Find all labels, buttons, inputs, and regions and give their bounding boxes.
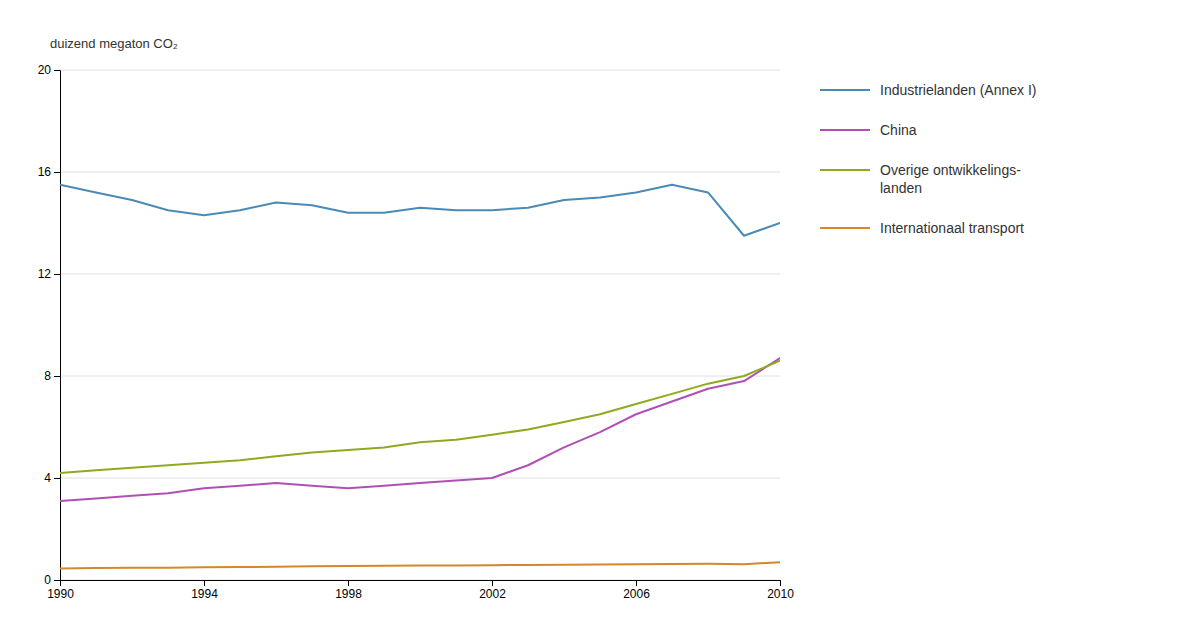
y-tick: 16 <box>38 165 60 179</box>
x-tick-label: 1998 <box>335 587 362 601</box>
legend-swatch <box>820 89 870 91</box>
x-tick: 1998 <box>335 580 362 601</box>
x-tick-label: 2006 <box>623 587 650 601</box>
y-axis-line <box>54 71 61 581</box>
grid-line <box>60 376 780 377</box>
x-tick-label: 2010 <box>767 587 794 601</box>
legend-label: Overige ontwikkelings-landen <box>880 162 1021 196</box>
legend-swatch <box>820 129 870 131</box>
y-axis: 0 4 8 12 16 20 <box>38 63 61 587</box>
legend-label: Industrielanden (Annex I) <box>880 82 1036 98</box>
legend-item: Overige ontwikkelings-landen <box>820 162 1021 196</box>
y-tick-mark <box>54 580 60 581</box>
grid-line <box>60 274 780 275</box>
legend-label-line: Industrielanden (Annex I) <box>880 82 1036 98</box>
legend-label-line: China <box>880 122 917 138</box>
legend-item: China <box>820 122 917 138</box>
x-tick-label: 1994 <box>191 587 218 601</box>
series-line <box>60 562 780 568</box>
y-tick-mark <box>54 70 60 71</box>
y-tick-label: 0 <box>44 573 51 587</box>
x-tick-label: 2002 <box>479 587 506 601</box>
y-tick: 8 <box>44 369 60 383</box>
x-tick: 2002 <box>479 580 506 601</box>
series-line <box>60 361 780 473</box>
x-tick: 1994 <box>191 580 218 601</box>
chart: 1990 1994 1998 2002 2006 2010 0 4 8 12 16 20 duizend… <box>0 0 1200 630</box>
grid-line <box>60 172 780 173</box>
series-line <box>60 185 780 236</box>
grid <box>60 70 780 580</box>
legend-swatch <box>820 227 870 229</box>
y-tick: 4 <box>44 471 60 485</box>
y-tick-label: 8 <box>44 369 51 383</box>
x-tick-mark <box>636 580 637 586</box>
grid-line <box>60 478 780 479</box>
y-tick: 0 <box>44 573 60 587</box>
x-tick: 1990 <box>47 580 74 601</box>
y-tick-label: 16 <box>38 165 52 179</box>
x-tick-label: 1990 <box>47 587 74 601</box>
plot: 1990 1994 1998 2002 2006 2010 0 4 8 12 16 20 duizend… <box>38 36 795 601</box>
x-tick-mark <box>492 580 493 586</box>
y-tick-mark <box>54 274 60 275</box>
legend-label: Internationaal transport <box>880 220 1024 236</box>
y-tick-mark <box>54 478 60 479</box>
y-axis-title: duizend megaton CO₂ <box>50 36 178 51</box>
y-tick-label: 20 <box>38 63 52 77</box>
x-axis-line <box>61 581 781 587</box>
y-tick-label: 4 <box>44 471 51 485</box>
legend-label-line: landen <box>880 180 922 196</box>
lines <box>60 185 780 569</box>
x-tick: 2006 <box>623 580 650 601</box>
legend: Industrielanden (Annex I) China Overige on… <box>820 82 1036 236</box>
legend-swatch <box>820 169 870 171</box>
y-tick-mark <box>54 172 60 173</box>
grid-line <box>60 70 780 71</box>
x-tick-mark <box>780 580 781 586</box>
x-tick-mark <box>348 580 349 586</box>
legend-label: China <box>880 122 917 138</box>
y-tick: 12 <box>38 267 60 281</box>
x-axis: 1990 1994 1998 2002 2006 2010 <box>47 580 794 601</box>
legend-label-line: Internationaal transport <box>880 220 1024 236</box>
legend-label-line: Overige ontwikkelings- <box>880 162 1021 178</box>
y-tick: 20 <box>38 63 60 77</box>
x-tick: 2010 <box>767 580 794 601</box>
y-tick-mark <box>54 376 60 377</box>
legend-item: Industrielanden (Annex I) <box>820 82 1036 98</box>
legend-item: Internationaal transport <box>820 220 1024 236</box>
series-line <box>60 358 780 501</box>
y-tick-label: 12 <box>38 267 52 281</box>
x-tick-mark <box>204 580 205 586</box>
